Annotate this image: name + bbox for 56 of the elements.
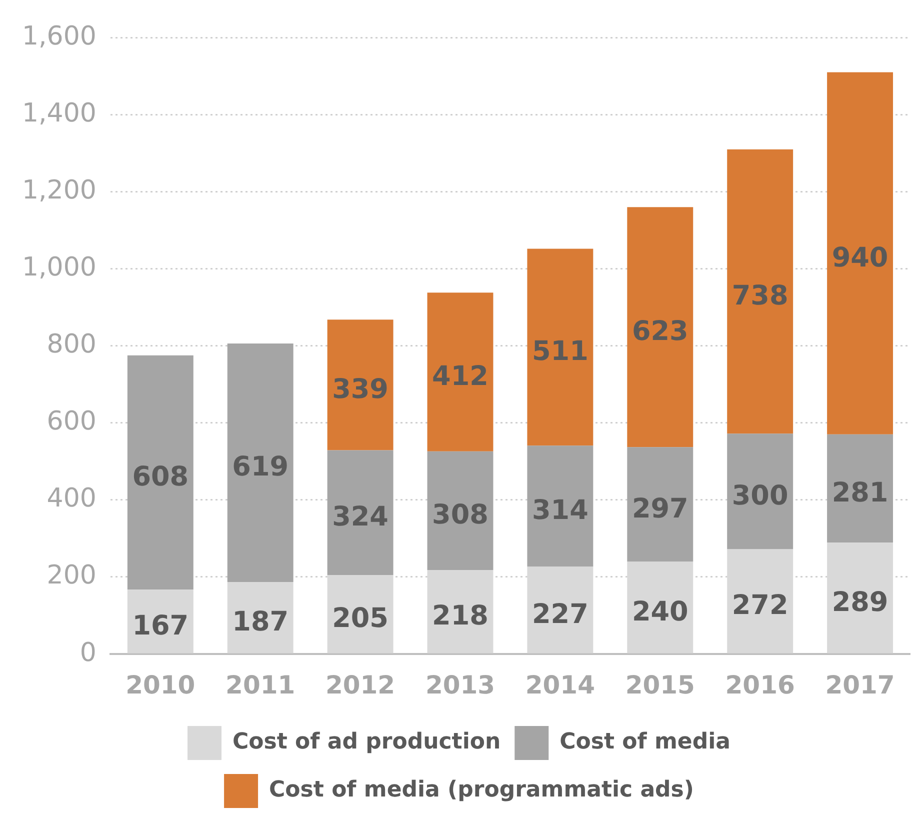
data-label: 205: [332, 603, 388, 634]
bar: [627, 207, 694, 448]
data-label: 608: [132, 462, 189, 493]
data-label: 297: [632, 493, 688, 524]
bar: [827, 72, 894, 434]
data-label: 289: [832, 586, 888, 618]
bar: [127, 355, 194, 590]
data-label: 227: [532, 598, 588, 630]
data-label: 281: [832, 478, 888, 509]
data-label: 623: [632, 316, 688, 348]
y-tick-label: 1,400: [22, 98, 96, 128]
y-tick-label: 1,600: [22, 21, 96, 52]
data-label: 940: [832, 242, 888, 274]
data-label: 187: [232, 606, 289, 638]
data-label: 300: [732, 480, 788, 512]
bar: [327, 320, 394, 450]
data-label: 308: [432, 500, 488, 531]
x-tick-label: 2010: [126, 670, 196, 700]
bar: [227, 343, 294, 582]
bar: [427, 292, 494, 452]
data-label: 738: [732, 280, 788, 312]
y-tick-label: 200: [46, 560, 96, 591]
data-label: 619: [232, 452, 289, 483]
y-tick-label: 400: [46, 484, 96, 514]
y-tick-label: 600: [46, 406, 96, 437]
x-tick-label: 2015: [625, 670, 695, 700]
data-label: 324: [332, 502, 388, 533]
legend-label: Cost of ad production: [232, 730, 501, 755]
data-label: 167: [132, 610, 189, 642]
bar: [427, 451, 494, 570]
y-tick-label: 800: [46, 330, 96, 360]
data-label: 314: [532, 495, 588, 526]
x-tick-label: 2016: [725, 670, 795, 700]
x-tick-label: 2012: [326, 670, 396, 700]
y-tick-label: 1,200: [22, 175, 96, 206]
data-label: 218: [432, 600, 488, 632]
data-label: 272: [732, 590, 788, 622]
data-label: 240: [632, 596, 688, 628]
x-tick-label: 2013: [425, 670, 496, 700]
bar: [727, 149, 794, 434]
x-tick-label: 2011: [226, 670, 296, 700]
y-tick-label: 1,000: [22, 252, 96, 282]
x-tick-label: 2017: [825, 670, 895, 700]
bar: [727, 434, 794, 550]
y-tick-label: 0: [80, 638, 96, 668]
bar: [827, 434, 894, 543]
data-label: 511: [532, 336, 588, 368]
data-label: 339: [332, 374, 388, 405]
bar: [627, 447, 694, 562]
bar: [527, 446, 594, 567]
data-label: 412: [432, 361, 488, 392]
bar: [327, 450, 394, 576]
x-tick-label: 2014: [525, 670, 595, 700]
legend-label: Cost of media (programmatic ads): [269, 778, 694, 803]
bar: [527, 248, 594, 446]
legend-label: Cost of media: [560, 730, 730, 755]
